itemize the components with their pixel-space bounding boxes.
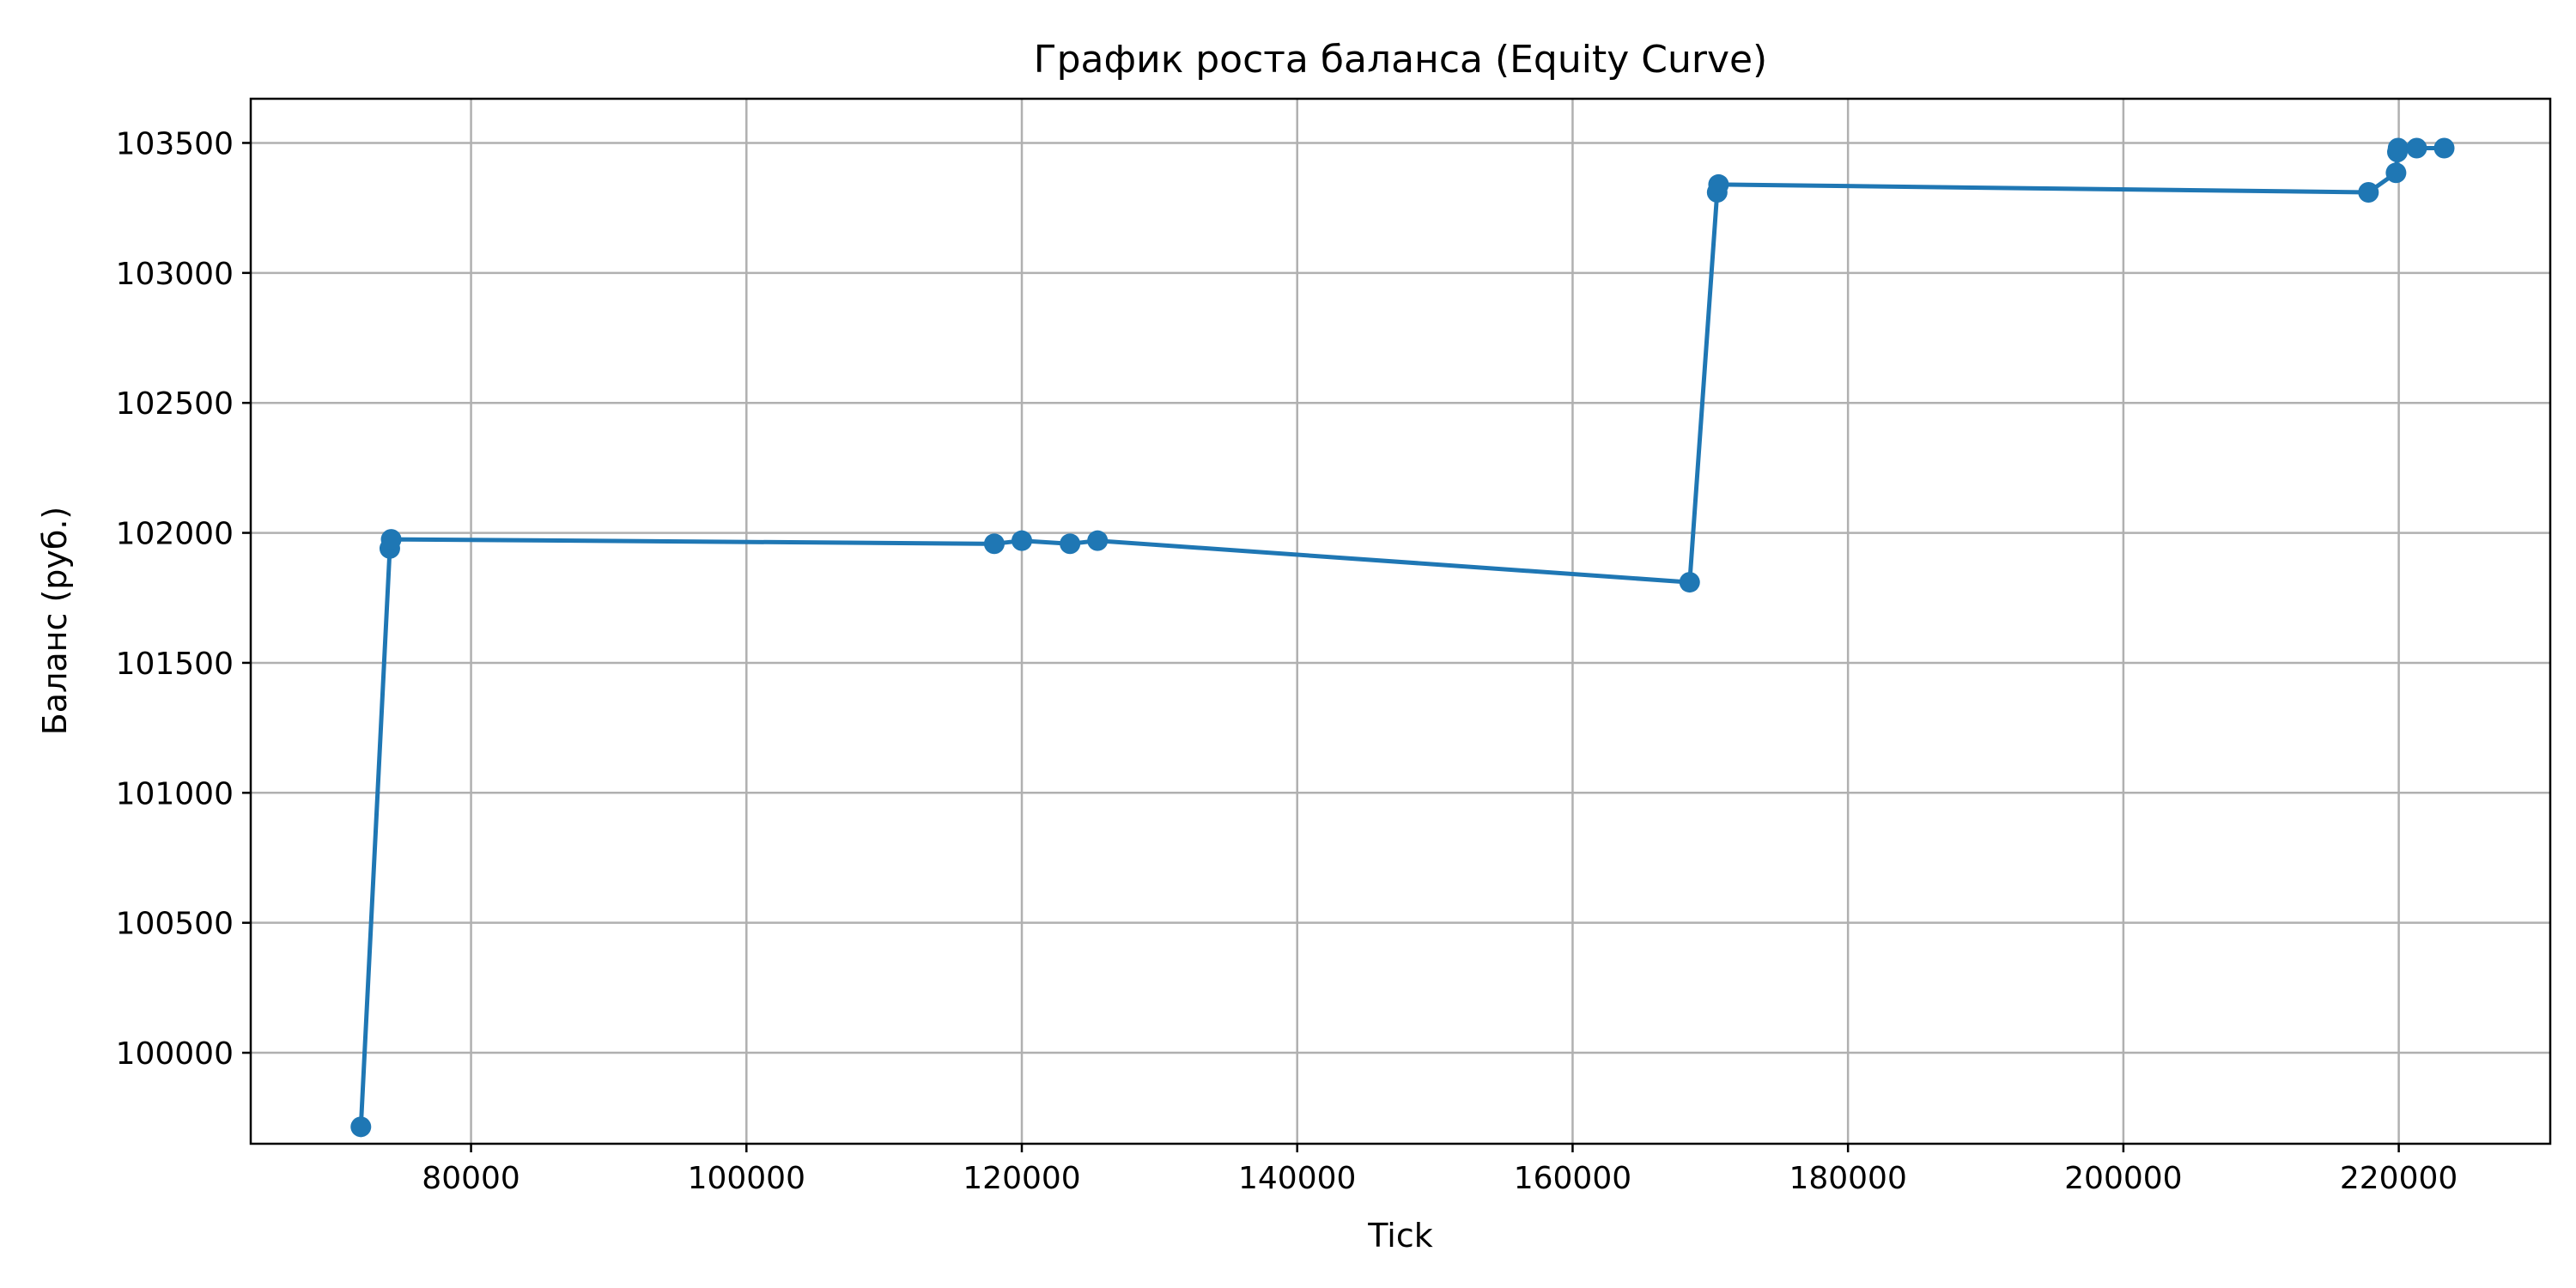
- tick-layer: 80000 100000 120000 140000 160000 180000 20000…: [116, 126, 2458, 1196]
- data-point: [2385, 162, 2407, 184]
- x-tick-label: 120000: [963, 1161, 1080, 1196]
- data-point: [1060, 533, 1081, 555]
- y-axis-label: Баланс (руб.): [36, 507, 74, 736]
- data-point: [1679, 572, 1700, 593]
- x-tick-label: 80000: [422, 1161, 520, 1196]
- y-tick-label: 101500: [116, 647, 234, 682]
- y-tick-label: 103000: [116, 257, 234, 292]
- x-tick-label: 220000: [2340, 1161, 2458, 1196]
- x-axis-label: Tick: [1367, 1217, 1433, 1255]
- x-tick-label: 160000: [1514, 1161, 1631, 1196]
- data-point: [1012, 530, 1033, 551]
- data-point: [983, 533, 1005, 555]
- data-point: [2387, 137, 2409, 159]
- y-tick-label: 100500: [116, 907, 234, 942]
- y-tick-label: 103500: [116, 126, 234, 161]
- data-point: [1087, 530, 1109, 551]
- x-tick-label: 140000: [1238, 1161, 1356, 1196]
- data-point: [350, 1116, 372, 1138]
- y-tick-label: 101000: [116, 776, 234, 811]
- x-tick-label: 180000: [1789, 1161, 1906, 1196]
- data-point: [2433, 137, 2455, 159]
- y-tick-label: 102000: [116, 517, 234, 552]
- y-tick-label: 100000: [116, 1036, 234, 1072]
- data-point: [380, 529, 402, 550]
- grid-lines: [251, 99, 2550, 1144]
- x-tick-label: 100000: [688, 1161, 805, 1196]
- data-point: [2358, 181, 2379, 203]
- data-point: [2406, 137, 2427, 159]
- data-point: [1708, 173, 1729, 195]
- y-tick-label: 102500: [116, 386, 234, 422]
- plot-frame: [249, 97, 2552, 1145]
- series-layer: [350, 137, 2455, 1138]
- x-tick-label: 200000: [2064, 1161, 2182, 1196]
- chart-title: График роста баланса (Equity Curve): [1034, 38, 1767, 82]
